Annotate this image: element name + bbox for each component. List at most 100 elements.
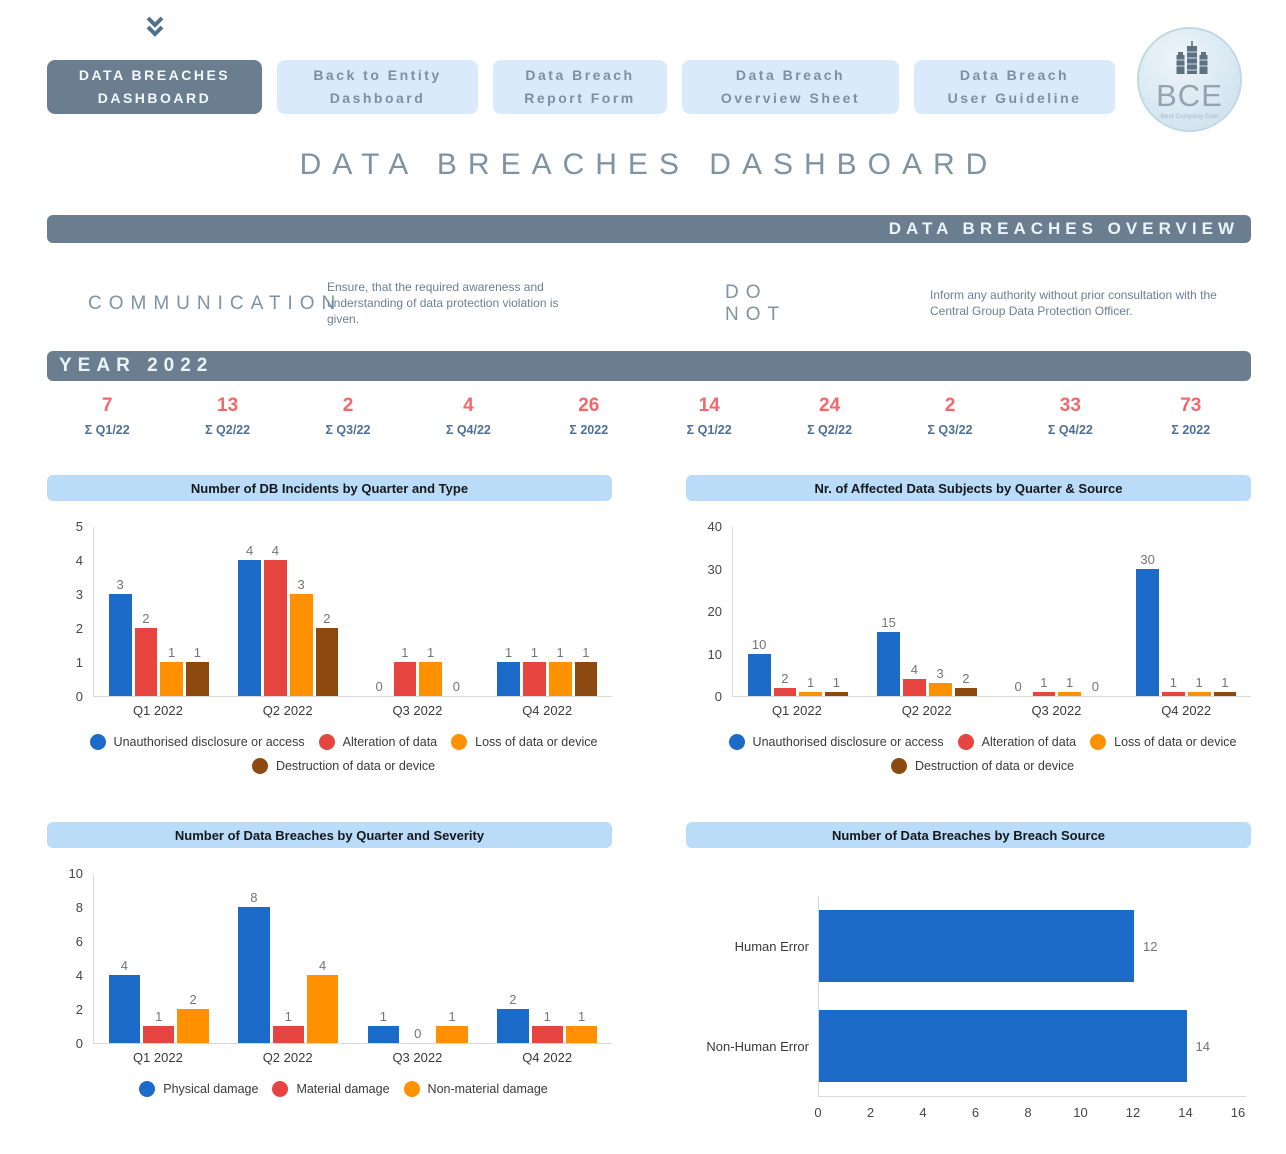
y-axis-tick: 0 [75,689,83,704]
value-label: 1 [530,645,538,660]
overview-banner: DATA BREACHES OVERVIEW [47,215,1251,243]
category-label: Q1 2022 [132,703,183,718]
x-axis-tick: 8 [1024,1105,1032,1120]
value-label: 1 [807,674,815,690]
value-label: 1 [577,1009,586,1024]
nav-data-breaches-dashboard[interactable]: DATA BREACHES DASHBOARD [47,60,262,114]
value-label: 3 [936,666,944,682]
chart-legend: Unauthorised disclosure or access Alterat… [686,734,1251,774]
nav-label-line: Data Breach [735,67,846,83]
category-label: Q4 2022 [522,703,573,718]
y-axis-tick: 30 [707,561,722,577]
bar [1187,691,1211,696]
stat-value: 33 [1059,395,1081,416]
bar [799,691,822,696]
value-label: 15 [881,615,896,631]
bar-cell: 0 [445,527,468,696]
value-label: 3 [116,577,124,592]
value-label: 4 [318,958,327,973]
chart-affected-subjects-by-quarter-source: Nr. of Affected Data Subjects by Quarter… [686,475,1251,774]
category-label: Q1 2022 [132,1050,183,1065]
bar [289,594,313,696]
category-label: Non-Human Error [706,1038,809,1054]
y-axis-tick: 6 [75,934,83,949]
y-axis-tick: 8 [75,900,83,915]
chevron-double-down-icon[interactable] [143,16,167,46]
nav-data-breach-overview-sheet[interactable]: Data Breach Overview Sheet [682,60,899,114]
chart-breaches-by-quarter-severity: Number of Data Breaches by Quarter and S… [47,822,612,1121]
bar-cell: 4 [306,874,339,1043]
bar-cell: 1 [523,527,546,696]
nav-back-to-entity-dashboard[interactable]: Back to Entity Dashboard [277,60,478,114]
bar [574,662,598,696]
value-label: 2 [323,611,331,626]
bar-cell: 15 [877,527,900,696]
value-label: 0 [1014,679,1022,694]
value-label: 1 [155,1009,163,1024]
legend-label: Unauthorised disclosure or access [113,735,305,749]
vertical-bar-chart: 0 2 4 6 8 10 4 1 2 8 1 4 1 0 1 2 1 1 Q1 2022 Q2 2022 Q3 2022… [47,866,612,1065]
bar-cell: 1 [160,527,183,696]
bar [315,628,339,696]
chart-title: Number of Data Breaches by Quarter and S… [47,822,612,848]
bar-cell: 0 [1007,527,1030,696]
stat-q2: 24 Σ Q2/22 [769,395,889,437]
value-label: 1 [427,645,435,660]
stat-value: 2 [944,395,956,416]
category-label: Q2 2022 [262,703,313,718]
y-axis-tick: 10 [707,646,722,662]
bar-cell: 1 [1187,527,1211,696]
bar [367,1026,400,1043]
y-axis-tick: 4 [75,553,83,568]
nav-data-breach-user-guideline[interactable]: Data Breach User Guideline [914,60,1115,114]
y-axis-tick: 0 [714,689,722,704]
legend-swatch-icon [89,734,106,750]
value-label: 30 [1140,551,1155,567]
bar-group: 0 1 1 0 [368,527,468,696]
overview-banner-label: DATA BREACHES OVERVIEW [888,219,1239,238]
bar [497,662,520,696]
stat-label: Σ Q4/22 [1047,423,1093,437]
bar-cell: 1 [367,874,400,1043]
legend-label: Destruction of data or device [275,759,436,773]
bar-cell: 0 [402,874,433,1043]
city-buildings-icon [1168,40,1212,79]
y-axis-tick: 0 [75,1036,83,1051]
category-label: Q2 2022 [262,1050,313,1065]
nav-label-line: Data Breach [959,67,1070,83]
stat-q1: 14 Σ Q1/22 [649,395,769,437]
value-label: 0 [1091,679,1099,694]
bar-row: Human Error 12 [735,896,1246,996]
bce-logo: BCE Best Company Ever [1137,27,1242,132]
value-label: 1 [832,674,840,690]
value-label: 8 [250,890,258,905]
bar [1058,691,1081,696]
category-label: Q4 2022 [1161,703,1212,718]
bar [134,628,158,696]
stat-q3: 2 Σ Q3/22 [288,395,408,437]
category-label: Q3 2022 [392,703,443,718]
stats-subjects-group: 14 Σ Q1/22 24 Σ Q2/22 2 Σ Q3/22 33 Σ Q4/… [649,395,1251,437]
legend-label: Loss of data or device [475,735,598,749]
nav-data-breach-report-form[interactable]: Data Breach Report Form [493,60,667,114]
stat-value: 26 [578,395,600,416]
category-label: Q1 2022 [771,703,822,718]
chart-legend: Unauthorised disclosure or access Alterat… [47,734,612,774]
bar [264,560,287,696]
stat-label: Σ Q2/22 [205,423,251,437]
nav-label-line: DATA BREACHES [78,67,231,83]
legend-label: Destruction of data or device [914,759,1075,773]
stats-incidents-group: 7 Σ Q1/22 13 Σ Q2/22 2 Σ Q3/22 4 Σ Q4/22… [47,395,649,437]
vertical-bar-chart: 0 10 20 30 40 10 2 1 1 15 4 3 2 0 1 1 0 30 1 1 1 Q1 2022 Q2 20… [686,519,1251,718]
bar-cell: 1 [393,527,417,696]
stat-label: Σ Q1/22 [84,423,130,437]
legend-item: Loss of data or device [1090,734,1236,750]
bar [419,662,442,696]
bar [306,975,339,1043]
stat-label: Σ Q3/22 [325,423,371,437]
collapse-rows-control[interactable] [143,14,1286,44]
value-label: 0 [375,679,383,694]
legend-item: Destruction of data or device [251,758,436,774]
legend-label: Alteration of data [342,735,438,749]
legend-item: Destruction of data or device [890,758,1075,774]
